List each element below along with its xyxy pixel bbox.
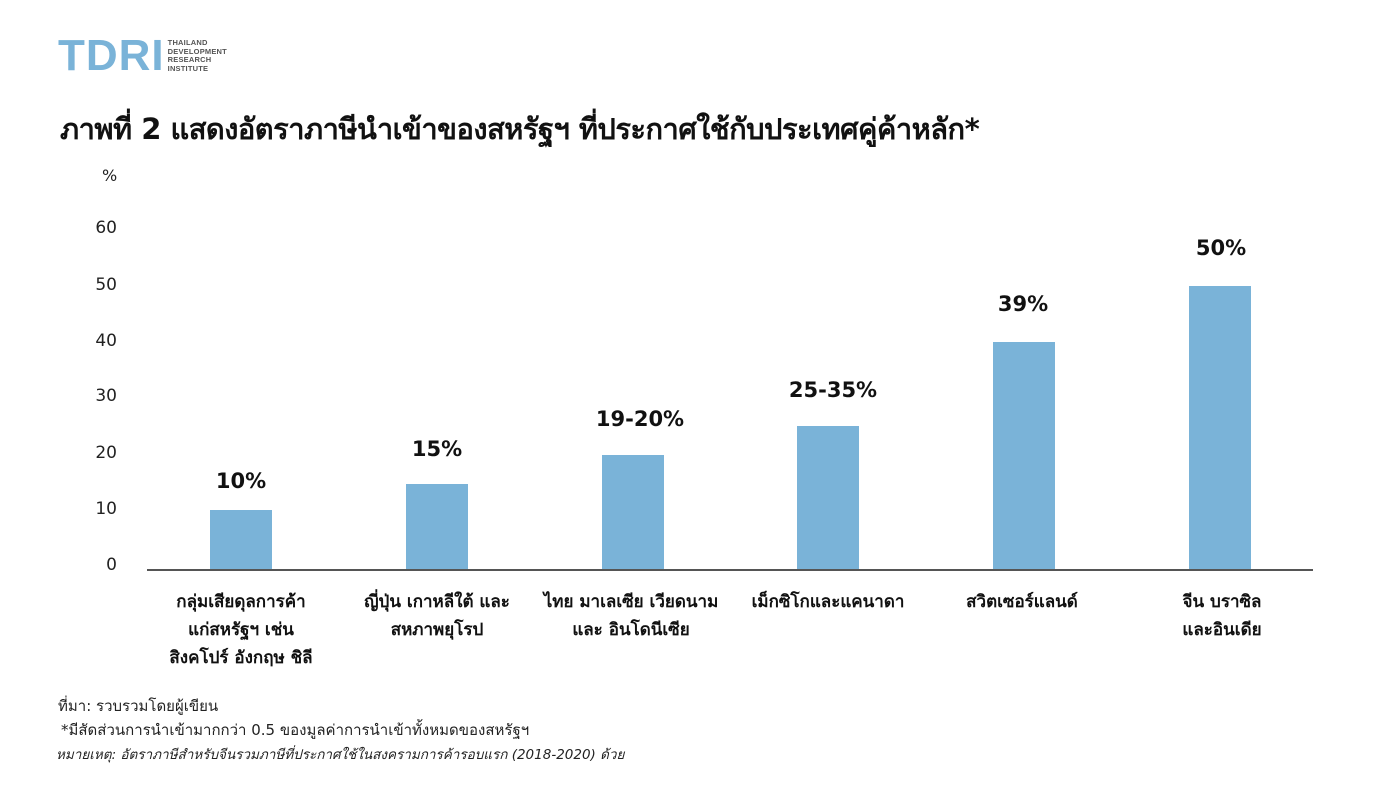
category-label-line: สวิตเซอร์แลนด์ — [966, 592, 1078, 612]
category-label-line: และอินเดีย — [1182, 620, 1262, 640]
bar — [406, 484, 468, 569]
bar-value-label: 19-20% — [595, 407, 685, 431]
source-note: ที่มา: รวบรวมโดยผู้เขียน — [58, 697, 219, 715]
bar — [210, 510, 272, 569]
bar-value-label: 25-35% — [788, 378, 878, 402]
bar-value-label: 39% — [997, 292, 1049, 316]
y-tick: 50 — [95, 275, 117, 295]
category-label: ญี่ปุ่น เกาหลีใต้ และ สหภาพยุโรป — [337, 588, 537, 644]
y-axis-unit: % — [102, 166, 118, 185]
y-tick: 30 — [95, 386, 117, 406]
bar-value-label: 15% — [411, 437, 463, 461]
y-tick: 20 — [95, 443, 117, 463]
category-label: จีน บราซิล และอินเดีย — [1122, 588, 1322, 644]
y-tick: 0 — [106, 555, 117, 575]
bar-value-label: 50% — [1195, 236, 1247, 260]
category-label: เม็กซิโกและแคนาดา — [728, 588, 928, 616]
x-axis-line — [147, 569, 1313, 571]
category-label-line: กลุ่มเสียดุลการค้า — [176, 592, 306, 612]
asterisk-note: *มีสัดส่วนการนำเข้ามากกว่า 0.5 ของมูลค่า… — [61, 721, 530, 739]
remark-note: หมายเหตุ: อัตราภาษีสำหรับจีนรวมภาษีที่ปร… — [56, 747, 625, 763]
bar-value-label: 10% — [215, 469, 267, 493]
category-label-line: จีน บราซิล — [1182, 592, 1262, 612]
bar — [602, 455, 664, 569]
y-tick: 10 — [95, 499, 117, 519]
logo-text: THAILAND DEVELOPMENT RESEARCH INSTITUTE — [167, 38, 227, 73]
category-label-line: สิงคโปร์ อังกฤษ ชิลี — [169, 648, 313, 668]
bar — [993, 342, 1055, 569]
y-tick: 40 — [95, 331, 117, 351]
category-label-line: เม็กซิโกและแคนาดา — [751, 592, 905, 612]
chart-title: ภาพที่ 2 แสดงอัตราภาษีนำเข้าของสหรัฐฯ ที… — [60, 112, 980, 146]
bar — [797, 426, 859, 569]
tdri-logo: TDRI THAILAND DEVELOPMENT RESEARCH INSTI… — [58, 31, 227, 80]
category-label-line: สหภาพยุโรป — [390, 620, 484, 640]
category-label-line: ญี่ปุ่น เกาหลีใต้ และ — [364, 592, 510, 612]
category-label: สวิตเซอร์แลนด์ — [922, 588, 1122, 616]
logo-line: INSTITUTE — [167, 63, 209, 73]
category-label-line: ไทย มาเลเซีย เวียดนาม — [543, 592, 719, 612]
logo-mark: TDRI — [58, 31, 165, 80]
logo-line: DEVELOPMENT — [167, 46, 227, 56]
logo-line: RESEARCH — [167, 55, 212, 64]
category-label: กลุ่มเสียดุลการค้า แก่สหรัฐฯ เช่น สิงคโป… — [141, 588, 341, 672]
logo-line: THAILAND — [167, 38, 208, 47]
bar — [1189, 286, 1251, 569]
category-label-line: แก่สหรัฐฯ เช่น — [188, 620, 294, 640]
category-label-line: และ อินโดนีเซีย — [572, 620, 690, 640]
y-tick: 60 — [95, 218, 117, 238]
category-label: ไทย มาเลเซีย เวียดนาม และ อินโดนีเซีย — [531, 588, 731, 644]
